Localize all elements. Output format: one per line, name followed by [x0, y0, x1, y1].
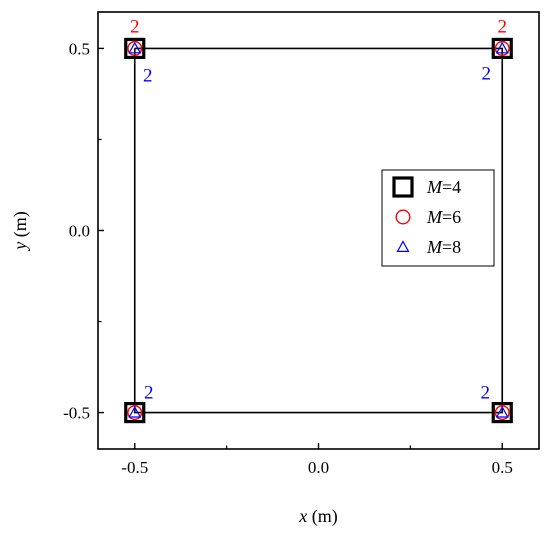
- marker-circle-1-1: [494, 40, 510, 56]
- multiplicity-label-2: 2: [143, 65, 153, 86]
- multiplicity-label-1: 2: [498, 16, 508, 37]
- x-tick-label: 0.5: [492, 458, 513, 477]
- marker-triangle-2-0: [128, 41, 142, 54]
- legend-marker-triangle: [396, 240, 410, 252]
- y-axis-title: y (m): [10, 211, 31, 252]
- outline-line: [133, 47, 504, 414]
- marker-triangle-2-2: [128, 405, 142, 418]
- y-tick-label: 0.0: [69, 222, 90, 241]
- multiplicity-label-5: 2: [481, 383, 491, 404]
- legend-box: [381, 169, 495, 267]
- multiplicity-label-3: 2: [482, 63, 492, 84]
- outline-layer: [133, 47, 504, 414]
- legend-marker-square: [392, 176, 414, 198]
- marker-circle-1-3: [494, 405, 510, 421]
- x-tick-label: 0.0: [308, 458, 329, 477]
- legend-label-0: M=4: [426, 177, 461, 197]
- marker-triangle-2-1: [495, 41, 509, 54]
- multiplicity-label-4: 2: [144, 383, 154, 404]
- axis-layer: -0.5 0.0 0.5 -0.5 0.0 0.5 x (m) y (m): [10, 39, 513, 527]
- y-tick-label: -0.5: [63, 404, 90, 423]
- legend-label-1: M=6: [426, 207, 461, 227]
- marker-square-0-3: [491, 401, 513, 424]
- marker-triangle-2-3: [495, 405, 509, 418]
- marker-square-0-1: [491, 37, 513, 60]
- marker-square-0-0: [124, 37, 146, 60]
- marker-circle-1-0: [127, 40, 143, 56]
- legend: M=4 M=6 M=8: [381, 169, 495, 267]
- y-tick-label: 0.5: [69, 39, 90, 58]
- marker-circle-1-2: [127, 405, 143, 421]
- legend-marker-circle: [395, 209, 411, 225]
- legend-label-2: M=8: [426, 237, 461, 257]
- marker-layer: [124, 37, 513, 424]
- x-tick-label: -0.5: [121, 458, 148, 477]
- x-axis-title: x (m): [298, 506, 338, 527]
- multiplicity-label-0: 2: [130, 16, 140, 37]
- marker-square-0-2: [124, 401, 146, 424]
- annotation-layer: 2 2 2 2 2 2: [130, 16, 507, 403]
